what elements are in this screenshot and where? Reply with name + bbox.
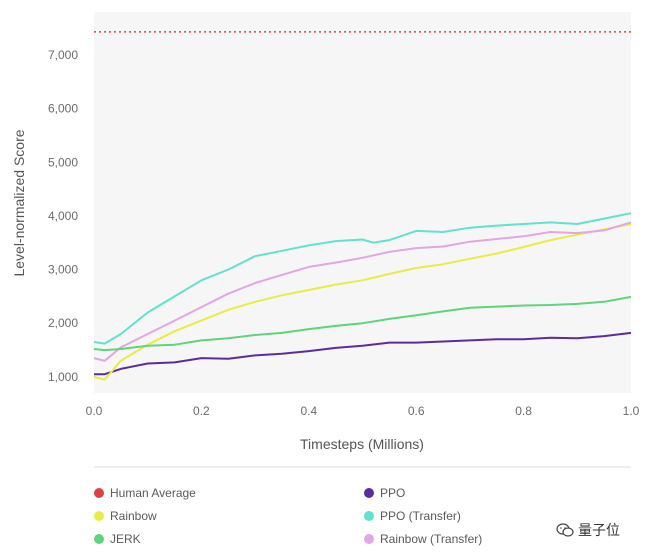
series-line-rainbow-transfer: [93, 221, 632, 362]
series-line-ppo: [94, 331, 632, 376]
legend-dot-rainbow: [94, 511, 104, 521]
legend-dot-jerk: [94, 534, 104, 544]
x-tick-label: 0.8: [515, 404, 532, 418]
y-tick-label: 3,000: [48, 263, 78, 277]
y-tick-label: 1,000: [48, 370, 78, 384]
legend-label: PPO (Transfer): [380, 509, 461, 523]
series-line-ppo-transfer: [93, 212, 632, 345]
legend: Human Average PPO Rainbow PPO (Transfer)…: [94, 486, 634, 552]
x-tick-label: 0.6: [408, 404, 425, 418]
legend-item-rainbow: Rainbow: [94, 509, 157, 523]
plot-background: [94, 12, 631, 393]
x-axis-title: Timesteps (Millions): [300, 436, 424, 452]
wechat-icon: [556, 523, 574, 537]
y-tick-label: 7,000: [48, 48, 78, 62]
x-tick-labels: 0.0 0.2 0.4 0.6 0.8 1.0: [86, 404, 640, 418]
x-tick-label: 1.0: [623, 404, 640, 418]
legend-item-ppo-transfer: PPO (Transfer): [364, 509, 461, 523]
y-tick-label: 5,000: [48, 155, 78, 169]
legend-item-human-average: Human Average: [94, 486, 196, 500]
legend-dot-rainbow-transfer: [364, 534, 374, 544]
legend-label: Human Average: [110, 486, 196, 500]
legend-item-ppo: PPO: [364, 486, 405, 500]
y-tick-label: 4,000: [48, 209, 78, 223]
legend-item-jerk: JERK: [94, 532, 141, 546]
legend-dot-ppo: [364, 488, 374, 498]
legend-dot-human-average: [94, 488, 104, 498]
legend-item-rainbow-transfer: Rainbow (Transfer): [364, 532, 482, 546]
legend-label: PPO: [380, 486, 406, 500]
y-tick-label: 6,000: [48, 102, 78, 116]
series-lines: [93, 212, 632, 381]
legend-label: Rainbow: [110, 509, 157, 523]
watermark-text: 量子位: [578, 523, 620, 539]
y-tick-labels: 1,000 2,000 3,000 4,000 5,000 6,000 7,000: [48, 48, 78, 384]
x-tick-label: 0.4: [300, 404, 317, 418]
legend-label: Rainbow (Transfer): [380, 532, 483, 546]
series-line-jerk: [93, 295, 632, 352]
y-axis-title: Level-normalized Score: [11, 129, 27, 276]
x-tick-label: 0.0: [86, 404, 103, 418]
series-line-rainbow: [93, 223, 632, 381]
watermark: 量子位: [556, 520, 620, 540]
legend-dot-ppo-transfer: [364, 511, 374, 521]
x-tick-label: 0.2: [193, 404, 210, 418]
y-tick-label: 2,000: [48, 316, 78, 330]
legend-label: JERK: [110, 532, 141, 546]
